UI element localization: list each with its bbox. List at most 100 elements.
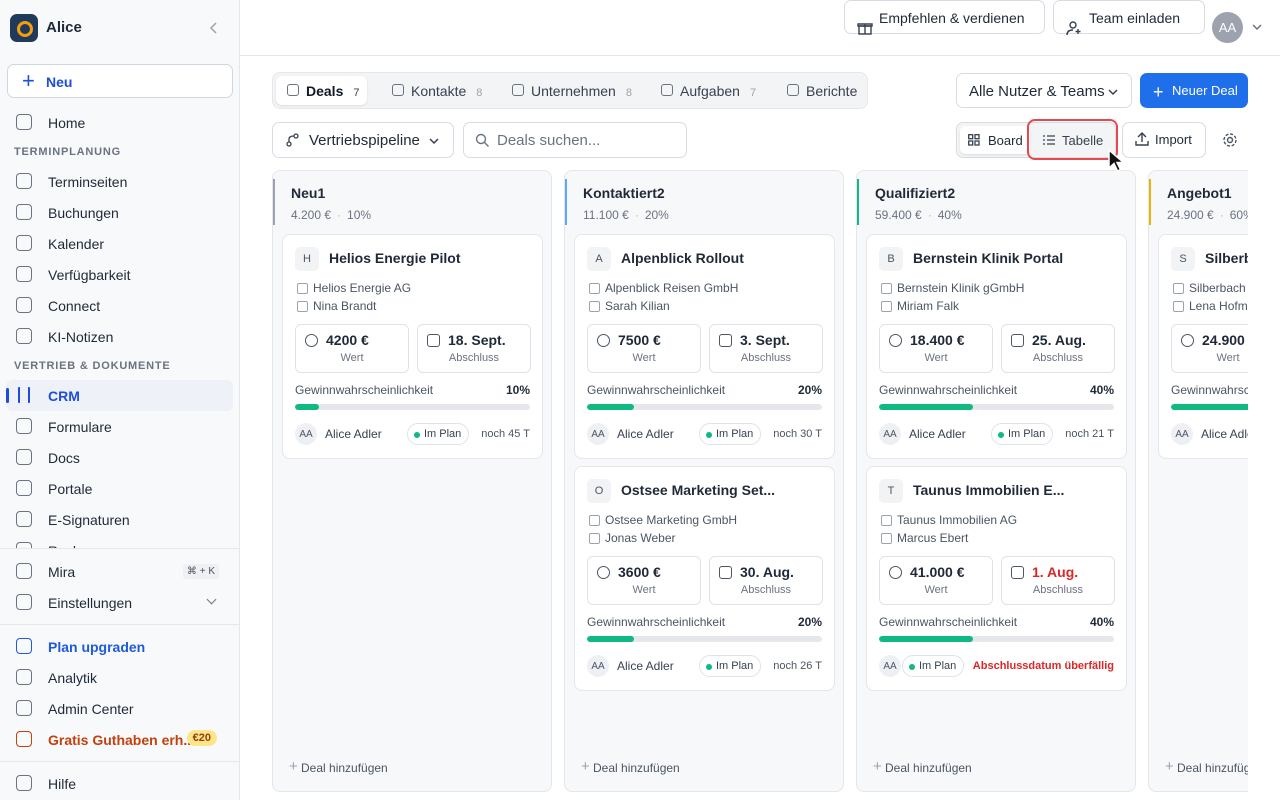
mouse-cursor	[1108, 148, 1126, 173]
workspace-name[interactable]: Alice	[46, 19, 82, 36]
column-count: 1	[317, 185, 326, 201]
icon	[16, 731, 32, 747]
deal-company: Bernstein Klinik gGmbH	[880, 281, 1025, 295]
probability-label: Gewinnwahrscheinlichkeit	[1171, 383, 1248, 397]
deal-card[interactable]: S Silberbach Silberbach Lena Hofmann 24.900 …	[1158, 234, 1248, 459]
deal-card[interactable]: B Bernstein Klinik Portal Bernstein Klinik…	[866, 234, 1127, 459]
column: Kontaktiert2 11.100 € · 20% A Alpenblick Roll…	[564, 170, 844, 792]
nav-label: Formulare	[48, 419, 112, 435]
nav-item[interactable]: CRM	[6, 380, 233, 411]
owner-avatar: AA	[879, 423, 901, 445]
probability-bar	[879, 404, 973, 410]
deal-company: Helios Energie AG	[296, 281, 412, 295]
date-box: 18. Sept. Abschluss	[417, 324, 531, 373]
column-title: Angebot	[1167, 185, 1224, 201]
tab[interactable]: Deals 7	[276, 76, 368, 105]
filter-label: Alle Nutzer & Teams	[969, 83, 1105, 100]
nav-label: Verfügbarkeit	[48, 267, 131, 283]
add-deal[interactable]: Deal hinzufügen	[873, 758, 972, 775]
tab[interactable]: Unternehmen 8	[501, 76, 640, 105]
pipeline-dropdown[interactable]: Vertriebspipeline	[272, 122, 454, 158]
tab[interactable]: Berichte	[776, 76, 865, 105]
add-deal[interactable]: Deal hinzufügen	[1165, 758, 1248, 775]
collapse-icon[interactable]	[208, 21, 220, 35]
nav-label: Docs	[48, 450, 80, 466]
separator: ·	[337, 208, 342, 222]
nav-item[interactable]: Kalender	[6, 228, 233, 259]
deal-company: Taunus Immobilien AG	[880, 513, 1018, 527]
add-deal[interactable]: Deal hinzufügen	[289, 758, 388, 775]
nav-item[interactable]: Plan upgraden	[6, 631, 233, 662]
icon	[16, 511, 32, 527]
probability-value: 40%	[1089, 383, 1114, 397]
new-button[interactable]: Neu	[7, 64, 233, 98]
chevron	[429, 138, 439, 145]
nav-item[interactable]: Terminseiten	[6, 166, 233, 197]
nav-item[interactable]: Analytik	[6, 662, 233, 693]
column-rate: 40%	[937, 208, 962, 222]
nav-item[interactable]: Formulare	[6, 411, 233, 442]
icon	[16, 700, 32, 716]
search-input[interactable]: Deals suchen...	[463, 122, 687, 158]
deal-card[interactable]: T Taunus Immobilien E... Taunus Immobilien…	[866, 466, 1127, 691]
import-button[interactable]: Import	[1122, 122, 1206, 158]
column-title-row: Qualifiziert2	[875, 185, 962, 201]
shortcut: ⌘ + K	[182, 564, 219, 579]
tab-label: Berichte	[806, 83, 858, 99]
nav: Home TERMINPLANUNG Terminseiten Buchungen Ka…	[0, 107, 239, 548]
deal-value: 4200 €	[326, 332, 369, 348]
owner-avatar: AA	[1171, 423, 1193, 445]
probability-label: Gewinnwahrscheinlichkeit	[879, 615, 1018, 629]
add-deal[interactable]: Deal hinzufügen	[581, 758, 680, 775]
column-rate: 20%	[644, 208, 669, 222]
settings-icon[interactable]	[1221, 131, 1239, 149]
icon	[16, 328, 32, 344]
deal-initial: H	[295, 247, 319, 271]
table-view[interactable]: Tabelle	[1027, 119, 1118, 160]
nav-item[interactable]: Admin Center	[6, 693, 233, 724]
icon	[597, 566, 610, 579]
deal-title: Bernstein Klinik Portal	[913, 250, 1064, 266]
nav-item[interactable]: Mira ⌘ + K	[6, 556, 233, 587]
board-view[interactable]: Board	[960, 126, 1030, 154]
icon	[1181, 334, 1194, 347]
icon	[512, 84, 524, 96]
nav-item[interactable]: E-Signaturen	[6, 504, 233, 535]
nav-item[interactable]: Docs	[6, 442, 233, 473]
deal-card[interactable]: A Alpenblick Rollout Alpenblick Reisen Gmb…	[574, 234, 835, 459]
nav-label: Portale	[48, 481, 93, 497]
icon	[16, 775, 32, 791]
nav-item[interactable]: Einstellungen	[6, 587, 233, 618]
deal-date: 25. Aug.	[1032, 332, 1086, 348]
tab[interactable]: Aufgaben 7	[650, 76, 764, 105]
nav-item[interactable]: Verfügbarkeit	[6, 259, 233, 290]
new-deal-button[interactable]: Neuer Deal	[1140, 73, 1248, 108]
referral-button[interactable]: Empfehlen & verdienen	[844, 0, 1045, 34]
filter-dropdown[interactable]: Alle Nutzer & Teams	[956, 73, 1132, 108]
column-summary: 11.100 € · 20%	[583, 208, 669, 222]
nav-item[interactable]: Rechnungen	[6, 535, 233, 548]
nav-item[interactable]: KI-Notizen	[6, 321, 233, 352]
nav-item[interactable]: Hilfe	[6, 768, 233, 799]
nav-item[interactable]: Home	[6, 107, 233, 138]
column-header: Neu1 4.200 € · 10%	[273, 179, 371, 225]
deal-card[interactable]: H Helios Energie Pilot Helios Energie AG Ni…	[282, 234, 543, 459]
column-title-row: Neu1	[291, 185, 371, 201]
deal-card[interactable]: O Ostsee Marketing Set... Ostsee Marketing…	[574, 466, 835, 691]
avatar-chevron[interactable]	[1251, 22, 1263, 32]
nav-item[interactable]: Buchungen	[6, 197, 233, 228]
probability-label: Gewinnwahrscheinlichkeit	[295, 383, 434, 397]
avatar[interactable]: AA	[1212, 12, 1243, 43]
nav-label: Gratis Guthaben erh...	[48, 732, 196, 748]
tab[interactable]: Kontakte 8	[381, 76, 490, 105]
nav-item[interactable]: Gratis Guthaben erh... €20	[6, 724, 233, 755]
icon	[16, 297, 32, 313]
nav-item[interactable]: Portale	[6, 473, 233, 504]
owner-avatar: AA	[879, 655, 901, 677]
deal-initial: O	[587, 479, 611, 503]
owner-avatar: AA	[587, 655, 609, 677]
nav-item[interactable]: Connect	[6, 290, 233, 321]
nav-label: Connect	[48, 298, 101, 314]
invite-button[interactable]: Team einladen	[1053, 0, 1205, 34]
